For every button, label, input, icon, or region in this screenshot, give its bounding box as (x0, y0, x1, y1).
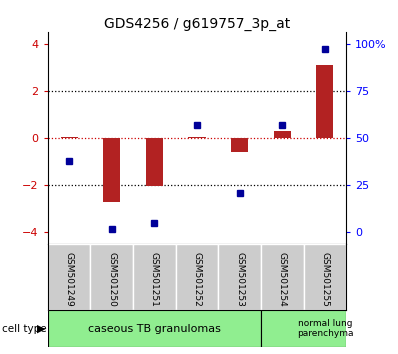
Bar (316, 65, 334, 138)
Bar (146, 138, 163, 186)
Bar (274, 131, 291, 138)
Bar (261, 310, 346, 347)
Bar (48, 310, 261, 347)
Title: GDS4256 / g619757_3p_at: GDS4256 / g619757_3p_at (104, 17, 290, 31)
Text: GSM501255: GSM501255 (320, 252, 330, 307)
Bar (231, 138, 248, 152)
Text: GSM501250: GSM501250 (107, 252, 116, 307)
Bar (304, 244, 346, 310)
Bar (261, 244, 304, 310)
Text: cell type: cell type (2, 324, 47, 334)
Text: GSM501254: GSM501254 (278, 252, 287, 307)
Bar (219, 244, 261, 310)
Bar (48, 244, 90, 310)
Text: GSM501249: GSM501249 (64, 252, 74, 307)
Text: GSM501253: GSM501253 (235, 252, 244, 307)
Bar (103, 138, 120, 202)
Bar (189, 137, 205, 138)
Bar (133, 244, 176, 310)
Bar (176, 244, 219, 310)
Bar (90, 244, 133, 310)
Text: normal lung
parenchyma: normal lung parenchyma (297, 319, 353, 338)
Text: GSM501252: GSM501252 (193, 252, 201, 307)
Text: caseous TB granulomas: caseous TB granulomas (88, 324, 221, 334)
Bar (60, 137, 78, 138)
Text: GSM501251: GSM501251 (150, 252, 159, 307)
Text: ▶: ▶ (37, 324, 46, 334)
